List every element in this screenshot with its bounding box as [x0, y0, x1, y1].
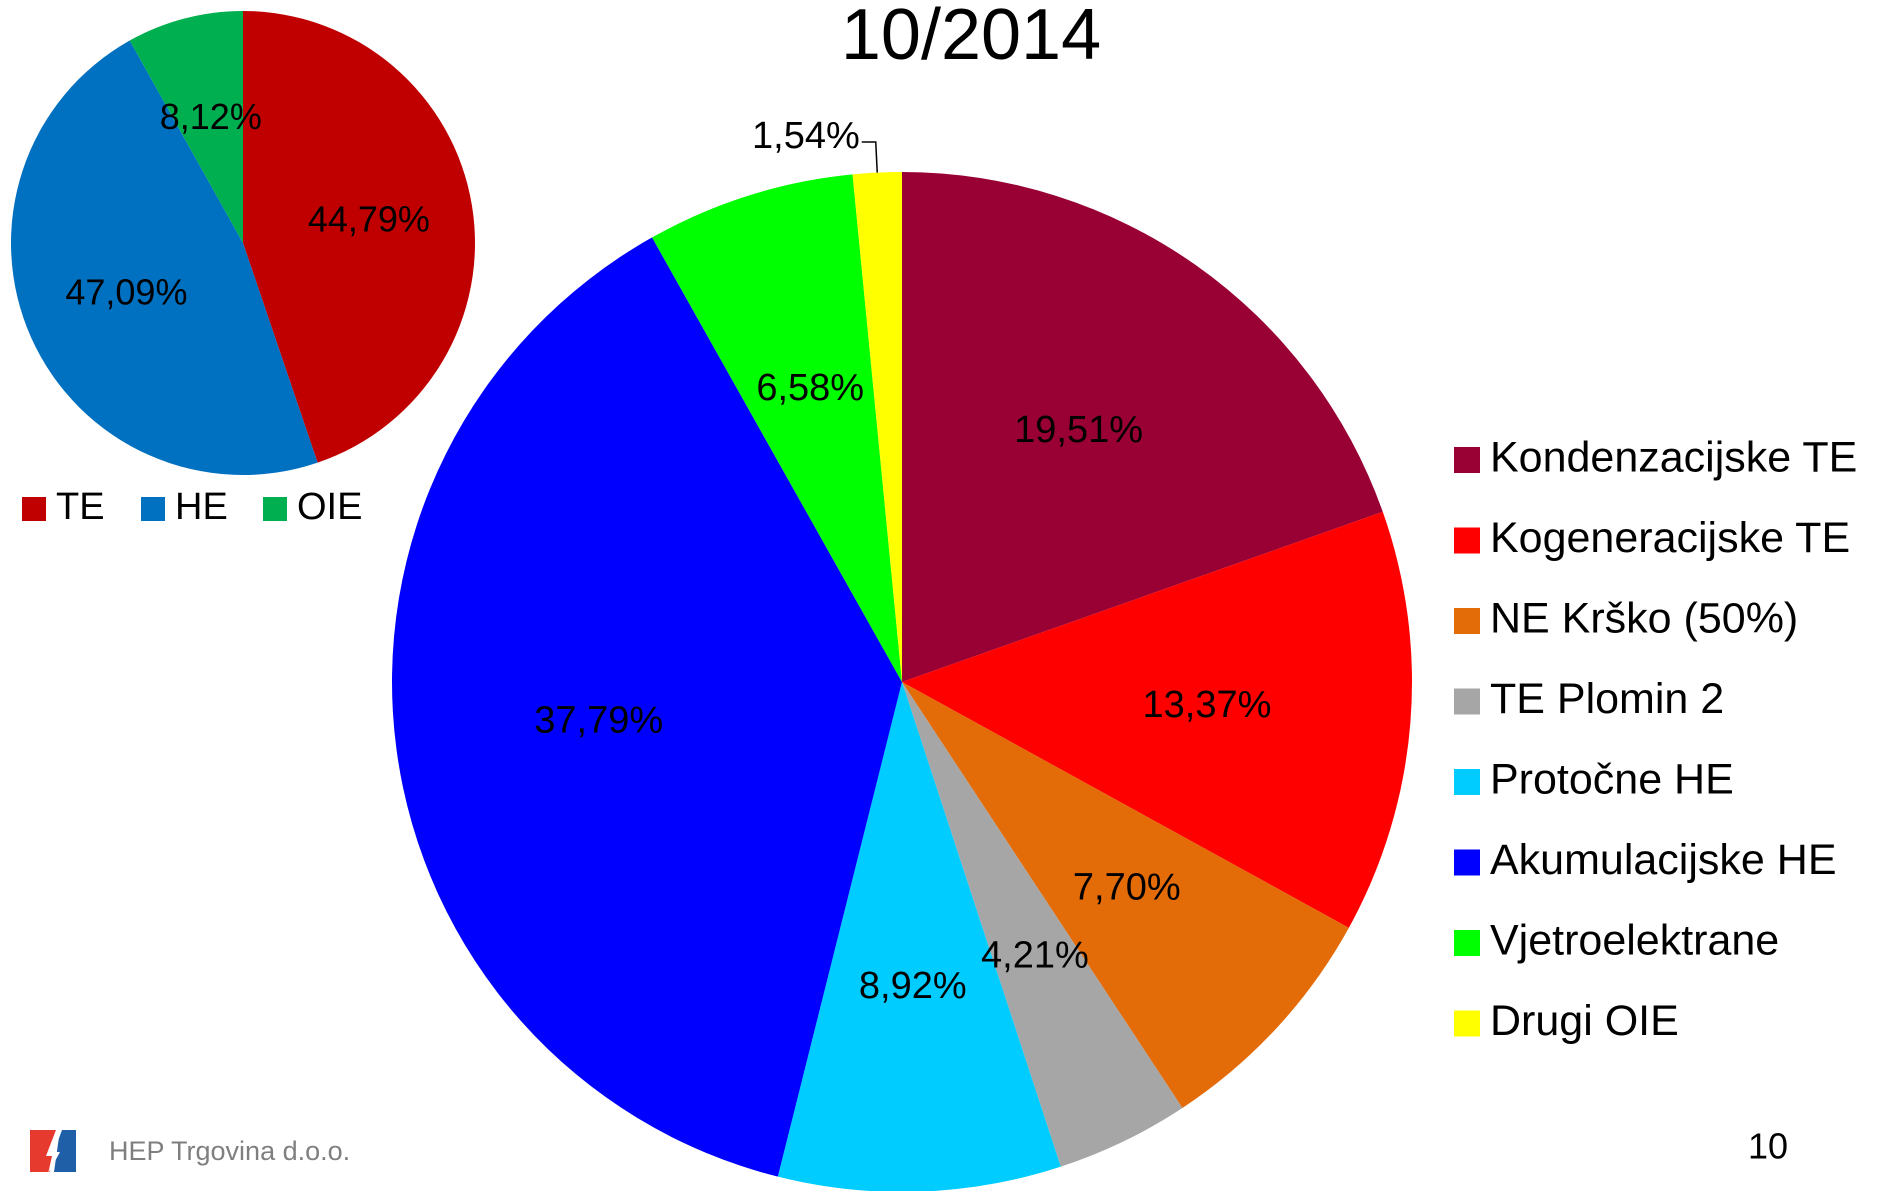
data-label: 44,79%	[308, 199, 430, 240]
data-label: 7,70%	[1073, 867, 1181, 909]
legend-label: Protočne HE	[1490, 755, 1734, 803]
data-label: 1,54%	[752, 115, 860, 157]
legend-swatch	[1454, 769, 1480, 795]
page-number: 10	[1748, 1126, 1788, 1167]
chart-title: 10/2014	[841, 0, 1101, 75]
pie-slice	[392, 237, 902, 1177]
legend-swatch	[22, 497, 46, 521]
data-label: 4,21%	[981, 935, 1089, 977]
legend-swatch	[1454, 608, 1480, 634]
leader-line	[861, 141, 878, 173]
legend-swatch	[1454, 930, 1480, 956]
legend-swatch	[1454, 1010, 1480, 1037]
legend-swatch	[1454, 447, 1480, 473]
data-label: 6,58%	[756, 367, 864, 409]
data-label: 19,51%	[1014, 409, 1143, 451]
legend-label: HE	[175, 486, 228, 528]
legend-label: OIE	[297, 486, 362, 528]
pie-slice	[902, 682, 1183, 1167]
data-label: 13,37%	[1143, 684, 1272, 726]
legend-label: TE Plomin 2	[1490, 675, 1724, 723]
pie-slice	[11, 40, 318, 475]
legend-label: Kondenzacijske TE	[1490, 433, 1857, 481]
data-label: 8,12%	[160, 96, 262, 137]
company-name: HEP Trgovina d.o.o.	[109, 1136, 350, 1166]
legend-label: NE Krško (50%)	[1490, 594, 1798, 642]
logo	[30, 1130, 76, 1174]
data-label: 8,92%	[859, 965, 967, 1007]
legend-label: Kogeneracijske TE	[1490, 514, 1850, 562]
pie-slice	[777, 682, 1061, 1191]
legend-label: Vjetroelektrane	[1490, 916, 1779, 964]
pie-slice	[902, 511, 1412, 928]
pie-slice	[243, 11, 475, 463]
pie-slice	[902, 172, 1383, 682]
pie-slice	[852, 172, 902, 682]
legend-swatch	[141, 497, 165, 521]
legend-swatch	[1454, 688, 1480, 715]
legend-label: Akumulacijske HE	[1490, 836, 1837, 884]
pie-slice	[902, 682, 1349, 1108]
legend-swatch	[1454, 849, 1480, 876]
data-label: 47,09%	[65, 271, 187, 312]
legend-label: Drugi OIE	[1490, 997, 1679, 1045]
pie-slice	[129, 11, 243, 243]
pie-slice	[652, 174, 902, 682]
data-label: 37,79%	[534, 700, 663, 742]
legend-swatch	[263, 497, 287, 521]
legend-swatch	[1454, 527, 1480, 554]
legend-label: TE	[56, 486, 105, 528]
